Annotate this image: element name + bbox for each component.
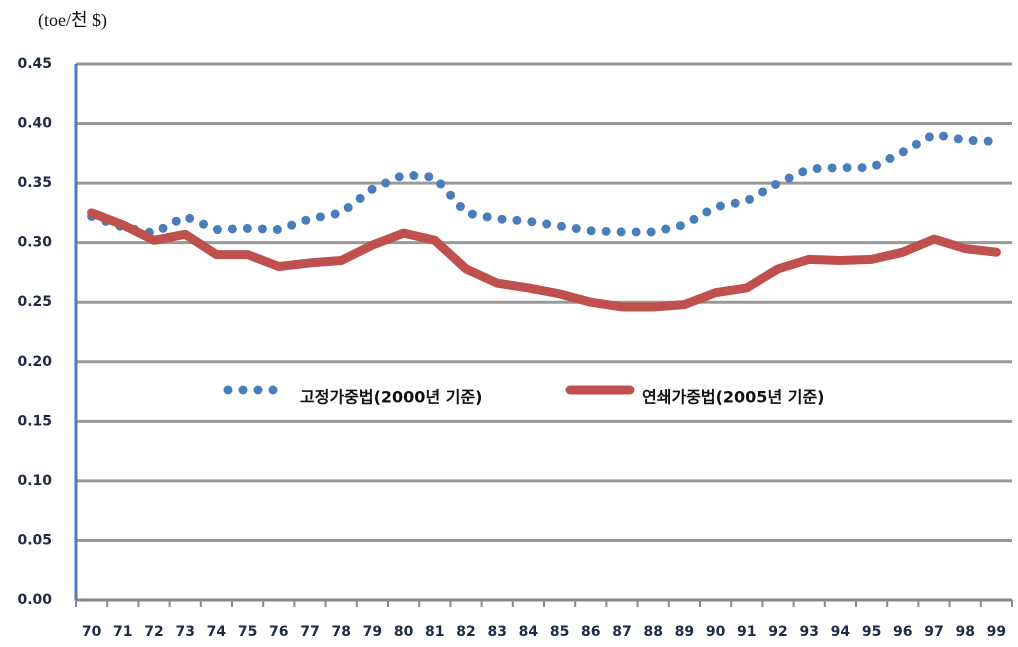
x-tick-label: 93 [799, 624, 818, 640]
x-tick-label: 94 [831, 624, 851, 640]
x-tick-label: 72 [144, 624, 163, 640]
x-tick-label: 75 [238, 624, 257, 640]
x-tick-label: 80 [394, 624, 414, 640]
x-tick-label: 78 [331, 624, 350, 640]
x-tick-label: 97 [924, 624, 943, 640]
x-tick-label: 82 [456, 624, 475, 640]
x-tick-label: 89 [675, 624, 694, 640]
legend-label: 연쇄가중법(2005년 기준) [642, 388, 825, 407]
x-tick-label: 77 [300, 624, 319, 640]
x-tick-label: 73 [175, 624, 194, 640]
y-tick-label: 0.00 [17, 592, 52, 608]
x-tick-label: 99 [987, 624, 1006, 640]
x-tick-label: 98 [955, 624, 974, 640]
x-tick-label: 87 [612, 624, 631, 640]
x-tick-label: 84 [519, 624, 539, 640]
x-tick-label: 86 [581, 624, 600, 640]
y-tick-label: 0.45 [17, 56, 52, 72]
x-tick-label: 76 [269, 624, 288, 640]
y-tick-label: 0.20 [17, 354, 52, 370]
y-tick-label: 0.15 [17, 413, 52, 429]
series-line [87, 129, 1001, 238]
y-tick-label: 0.40 [17, 116, 52, 132]
y-tick-label: 0.05 [17, 532, 52, 548]
series-line [87, 208, 1001, 312]
y-tick-label: 0.10 [17, 473, 52, 489]
x-tick-label: 74 [207, 624, 227, 640]
x-tick-label: 88 [643, 624, 662, 640]
y-tick-label: 0.30 [17, 235, 52, 251]
x-tick-label: 70 [82, 624, 102, 640]
x-tick-label: 85 [550, 624, 569, 640]
x-tick-label: 79 [363, 624, 382, 640]
y-unit: (toe/천 $) [38, 10, 107, 31]
x-tick-label: 95 [862, 624, 881, 640]
y-tick-label: 0.25 [17, 294, 52, 310]
x-tick-label: 71 [113, 624, 132, 640]
x-tick-label: 90 [706, 624, 726, 640]
legend-label: 고정가중법(2000년 기준) [300, 388, 483, 407]
x-tick-label: 81 [425, 624, 444, 640]
x-tick-label: 83 [487, 624, 506, 640]
y-tick-label: 0.35 [17, 175, 52, 191]
x-tick-label: 96 [893, 624, 912, 640]
x-tick-label: 92 [768, 624, 787, 640]
x-tick-label: 91 [737, 624, 756, 640]
